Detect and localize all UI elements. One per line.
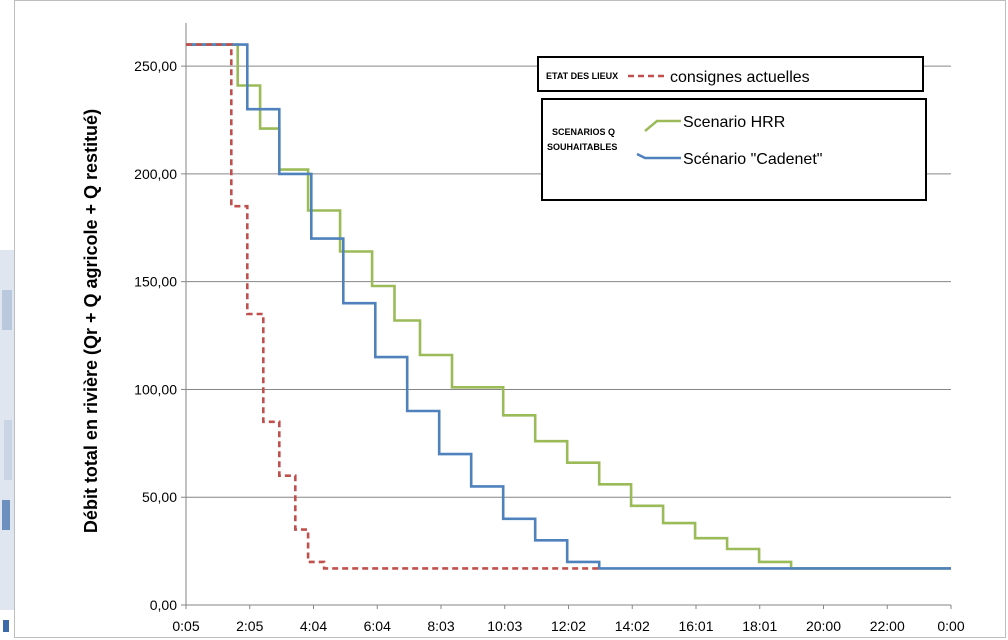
legend: ETAT DES LIEUX consignes actuelles SCENA… <box>537 56 927 201</box>
background-image-fragment <box>0 250 14 632</box>
line-chart: 0,00 50,00 100,00 150,00 200,00 250,00 0:05 2:… <box>81 23 965 634</box>
series-line-1 <box>186 43 951 570</box>
legend-entry-cadenet: Scénario "Cadenet" <box>683 151 822 168</box>
legend-box-scenarios <box>541 98 927 201</box>
x-tick-label: 16:01 <box>678 618 713 634</box>
x-tick-labels: 0:05 2:05 4:04 6:04 8:03 10:03 12:02 14:02 16:01… <box>172 618 964 634</box>
axes <box>181 23 952 609</box>
x-tick-label: 14:02 <box>615 618 650 634</box>
legend-entry-hrr: Scenario HRR <box>683 114 785 131</box>
legend-box-etat <box>537 56 924 92</box>
y-tick-label: 250,00 <box>134 58 177 74</box>
legend-swatch-cadenet <box>636 152 681 160</box>
y-tick-labels: 0,00 50,00 100,00 150,00 200,00 250,00 <box>134 58 177 613</box>
legend-entry-consignes: consignes actuelles <box>670 69 810 86</box>
legend-group-etat-label: ETAT DES LIEUX <box>546 71 618 81</box>
x-tick-label: 22:00 <box>870 618 905 634</box>
y-axis-label: Débit total en rivière (Qr + Q agricole … <box>81 109 101 533</box>
legend-group-scenarios-label-2: SOUHAITABLES <box>547 142 617 152</box>
y-tick-label: 50,00 <box>142 489 177 505</box>
x-tick-label: 20:00 <box>806 618 841 634</box>
legend-swatch-hrr <box>644 119 681 132</box>
y-tick-label: 0,00 <box>150 597 177 613</box>
x-tick-label: 8:03 <box>427 618 454 634</box>
x-tick-label: 10:03 <box>487 618 522 634</box>
y-tick-label: 200,00 <box>134 166 177 182</box>
x-tick-label: 2:05 <box>236 618 263 634</box>
legend-group-scenarios-label-1: SCENARIOS Q <box>552 127 615 137</box>
left-background-image-strip <box>0 0 14 640</box>
x-tick-label: 0:05 <box>172 618 199 634</box>
y-tick-label: 150,00 <box>134 274 177 290</box>
x-tick-label: 6:04 <box>364 618 391 634</box>
chart-area: 0,00 50,00 100,00 150,00 200,00 250,00 0:05 2:… <box>14 0 1006 638</box>
series-lines <box>186 43 951 570</box>
x-tick-label: 0:00 <box>937 618 964 634</box>
x-tick-label: 18:01 <box>742 618 777 634</box>
x-tick-label: 4:04 <box>300 618 327 634</box>
series-line-2 <box>186 43 951 570</box>
series-line-0 <box>186 43 600 570</box>
x-tick-label: 12:02 <box>551 618 586 634</box>
y-tick-label: 100,00 <box>134 381 177 397</box>
